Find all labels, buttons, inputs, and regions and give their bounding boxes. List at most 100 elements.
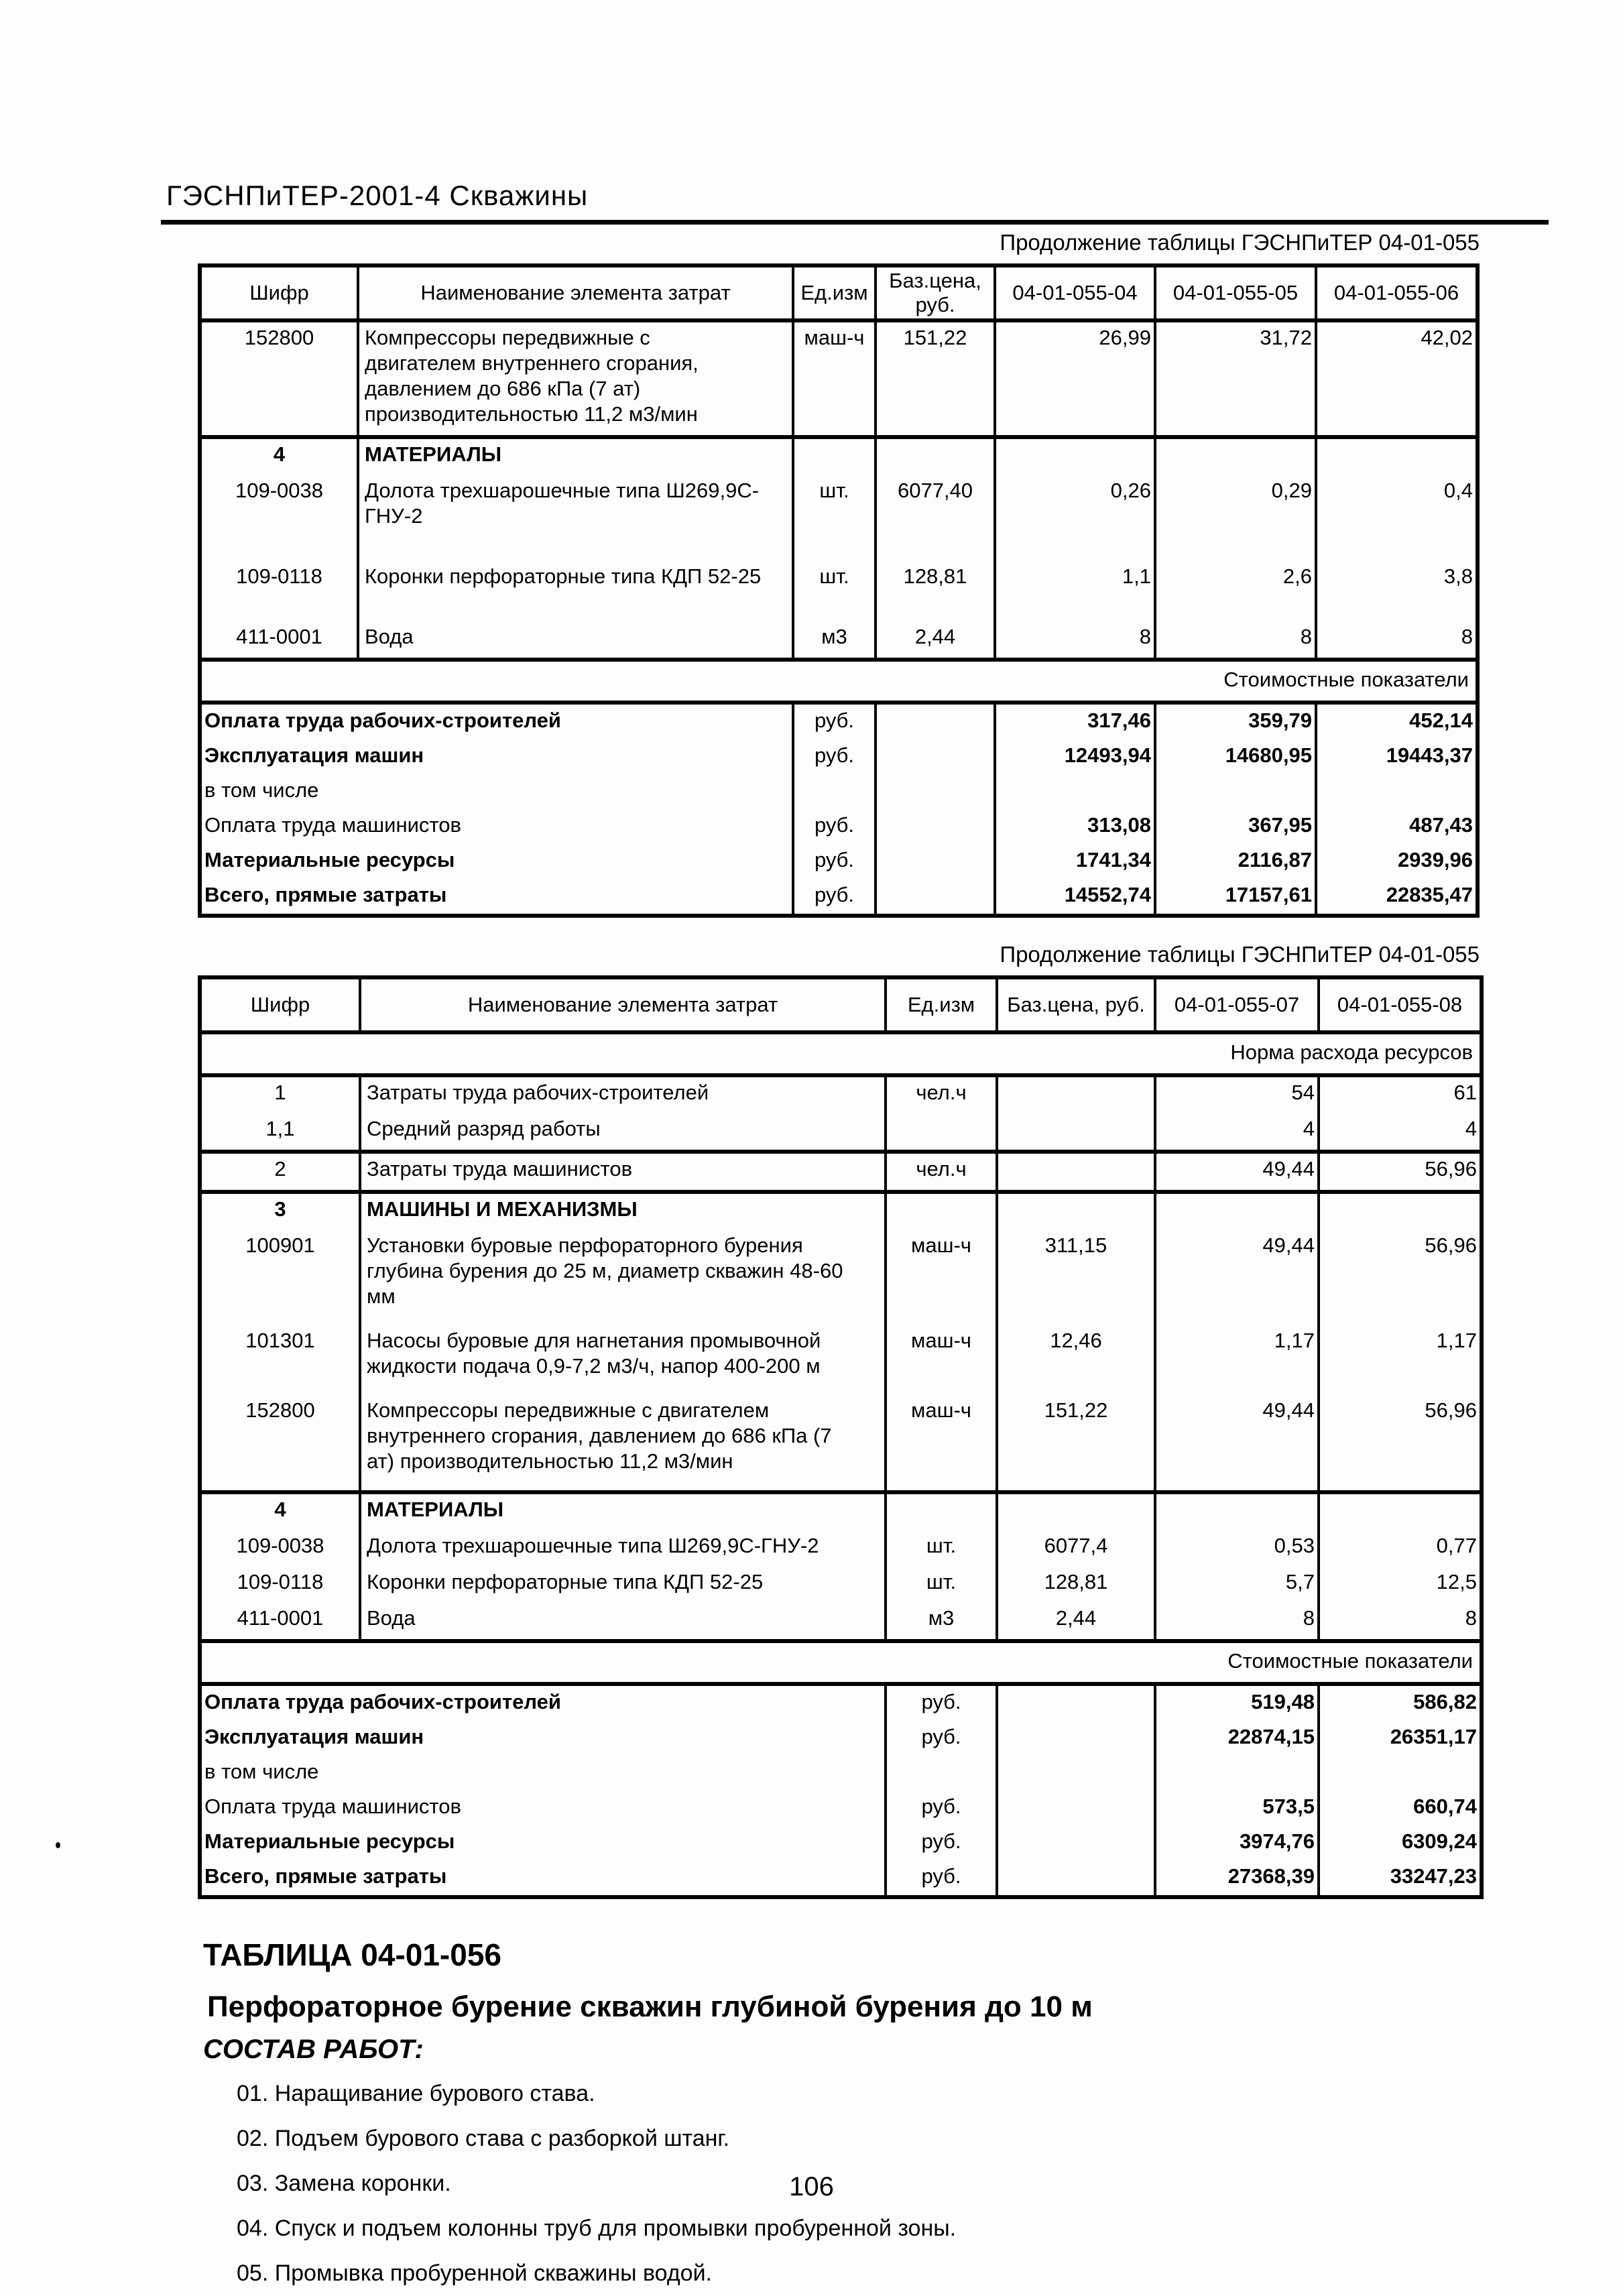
table-row: Эксплуатация машин руб. 12493,94 14680,95 19…	[198, 739, 1479, 774]
base-price-cell	[996, 1190, 1156, 1230]
value-cell	[1154, 1490, 1320, 1530]
base-price-cell	[874, 879, 996, 916]
value-cell: 56,96	[1317, 1150, 1483, 1192]
name-cell: Средний разряд работы	[359, 1113, 887, 1152]
value-cell: 0,4	[1315, 475, 1479, 561]
table-row: 109-0118 Коронки перфораторные типа КДП 5…	[198, 1567, 1483, 1603]
works-label: СОСТАВ РАБОТ:	[203, 2035, 424, 2064]
cost-label: Всего, прямые затраты	[198, 1860, 887, 1897]
table1-caption: Продолжение таблицы ГЭСНПиТЕР 04-01-055	[1000, 230, 1480, 255]
unit-cell	[884, 1756, 998, 1791]
unit-cell: шт.	[792, 561, 877, 621]
name-cell: Затраты труда машинистов	[359, 1150, 887, 1192]
value-cell: 487,43	[1315, 809, 1479, 844]
code-cell: 100901	[198, 1230, 361, 1325]
table-row: 411-0001 Вода м3 2,44 8 8 8	[198, 621, 1479, 660]
table-row: Оплата труда рабочих-строителей руб. 519,4…	[198, 1682, 1483, 1721]
work-item-05: 05. Промывка пробуренной скважины водой.	[237, 2260, 713, 2286]
base-price-cell: 151,22	[874, 318, 996, 437]
name-cell: Долота трехшарошечные типа Ш269,9С- ГНУ-…	[357, 475, 794, 561]
value-cell: 452,14	[1315, 701, 1479, 739]
base-price-cell	[874, 701, 996, 739]
unit-cell: м3	[792, 621, 877, 660]
base-price-cell: 128,81	[996, 1567, 1156, 1603]
unit-cell: маш-ч	[884, 1395, 998, 1492]
page-header: ГЭСНПиТЕР-2001-4 Скважины	[166, 180, 589, 211]
section-span-label: Стоимостные показатели	[198, 658, 1479, 703]
unit-cell: руб.	[884, 1860, 998, 1897]
table-row: Оплата труда машинистов руб. 573,5 660,74	[198, 1791, 1483, 1825]
base-price-cell	[996, 1682, 1156, 1721]
name-cell: Насосы буровые для нагнетания промывочно…	[359, 1325, 887, 1395]
value-cell: 8	[1154, 1603, 1320, 1641]
table-056-heading: ТАБЛИЦА 04-01-056	[203, 1937, 501, 1972]
unit-cell: руб.	[792, 879, 877, 916]
cost-label: Оплата труда рабочих-строителей	[198, 1682, 887, 1721]
value-cell: 660,74	[1317, 1791, 1483, 1825]
value-cell: 17157,61	[1154, 879, 1317, 916]
unit-cell: шт.	[884, 1530, 998, 1567]
value-cell: 0,77	[1317, 1530, 1483, 1567]
column-header-code: Шифр	[198, 977, 361, 1034]
base-price-cell	[996, 1825, 1156, 1860]
value-cell	[1154, 1756, 1320, 1791]
value-cell: 27368,39	[1154, 1860, 1320, 1897]
table2-caption: Продолжение таблицы ГЭСНПиТЕР 04-01-055	[1000, 942, 1480, 967]
value-cell	[1315, 435, 1479, 475]
value-cell	[994, 435, 1156, 475]
table-row: 109-0038 Долота трехшарошечные типа Ш269,…	[198, 1530, 1483, 1567]
value-cell	[1154, 435, 1317, 475]
work-item-01: 01. Наращивание бурового става.	[237, 2081, 595, 2106]
value-cell: 3974,76	[1154, 1825, 1320, 1860]
table-row: Оплата труда машинистов руб. 313,08 367,95 4…	[198, 809, 1479, 844]
value-cell	[1154, 1190, 1320, 1230]
table-row: 4 МАТЕРИАЛЫ	[198, 1490, 1483, 1530]
value-cell: 19443,37	[1315, 739, 1479, 774]
unit-cell: шт.	[792, 475, 877, 561]
table-row: 109-0038 Долота трехшарошечные типа Ш269,…	[198, 475, 1479, 561]
value-cell: 6309,24	[1317, 1825, 1483, 1860]
unit-cell: руб.	[792, 701, 877, 739]
value-cell: 49,44	[1154, 1150, 1320, 1192]
value-cell: 26351,17	[1317, 1721, 1483, 1756]
value-cell: 519,48	[1154, 1682, 1320, 1721]
table2-header-row: Шифр Наименование элемента затрат Ед.изм…	[198, 977, 1483, 1034]
code-cell: 1,1	[198, 1113, 361, 1152]
column-header-code: Шифр	[198, 265, 359, 322]
value-cell	[1315, 774, 1479, 809]
table-row: 411-0001 Вода м3 2,44 8 8	[198, 1603, 1483, 1641]
column-header-unit: Ед.изм	[884, 977, 998, 1034]
value-cell: 8	[1315, 621, 1479, 660]
base-price-cell	[996, 1756, 1156, 1791]
table-row: 2 Затраты труда машинистов чел.ч 49,44 56,96	[198, 1150, 1483, 1192]
value-cell: 0,26	[994, 475, 1156, 561]
cost-label: Всего, прямые затраты	[198, 879, 794, 916]
value-cell: 56,96	[1317, 1230, 1483, 1325]
table-056-title: Перфораторное бурение скважин глубиной б…	[207, 1990, 1093, 2023]
value-cell: 26,99	[994, 318, 1156, 437]
base-price-cell	[996, 1073, 1156, 1113]
base-price-cell	[996, 1721, 1156, 1756]
header-divider	[161, 220, 1549, 225]
value-cell: 61	[1317, 1073, 1483, 1113]
table-row: в том числе	[198, 1756, 1483, 1791]
value-cell	[994, 774, 1156, 809]
unit-cell: чел.ч	[884, 1150, 998, 1192]
code-cell: 1	[198, 1073, 361, 1113]
work-item-04: 04. Спуск и подъем колонны труб для пром…	[237, 2216, 957, 2241]
cost-label: Эксплуатация машин	[198, 1721, 887, 1756]
column-header-baseprice: Баз.цена, руб.	[996, 977, 1156, 1034]
table-row: Оплата труда рабочих-строителей руб. 317,4…	[198, 701, 1479, 739]
value-cell: 14680,95	[1154, 739, 1317, 774]
unit-cell	[884, 1190, 998, 1230]
base-price-cell	[996, 1490, 1156, 1530]
value-cell: 22874,15	[1154, 1721, 1320, 1756]
table1-header-row: Шифр Наименование элемента затрат Ед.изм…	[198, 265, 1479, 322]
base-price-cell	[874, 774, 996, 809]
value-cell: 33247,23	[1317, 1860, 1483, 1897]
base-price-cell	[874, 809, 996, 844]
unit-cell: руб.	[884, 1791, 998, 1825]
value-cell: 1,1	[994, 561, 1156, 621]
cost-label: Эксплуатация машин	[198, 739, 794, 774]
table-row: 101301 Насосы буровые для нагнетания пром…	[198, 1325, 1483, 1395]
